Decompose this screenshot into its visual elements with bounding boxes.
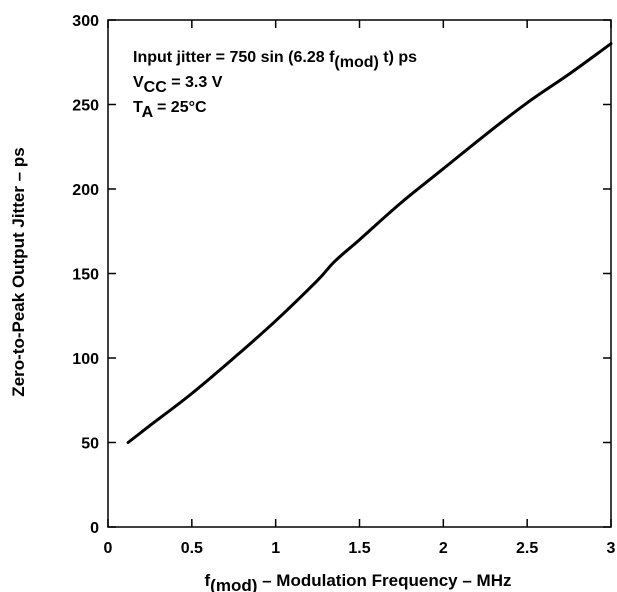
x-axis-ticks: 0 0.5 1 1.5 2 2.5 3 [104,20,616,557]
x-tick-label: 2.5 [516,540,538,557]
y-tick-label: 150 [72,267,99,284]
annotation-ta: TA = 25°C [133,99,207,121]
y-axis-ticks: 0 50 100 150 200 250 300 [72,13,611,537]
plot-frame [107,19,612,528]
y-tick-label: 50 [81,436,99,453]
x-tick-label: 2 [439,540,448,557]
annotation-box [128,42,520,124]
y-tick-label: 100 [72,351,99,368]
annotation-vcc: VCC = 3.3 V [133,74,223,96]
y-tick-label: 0 [90,520,99,537]
y-axis-title: Zero-to-Peak Output Jitter – ps [9,147,28,396]
x-tick-label: 0 [104,540,113,557]
x-axis-title: f(mod) – Modulation Frequency – MHz [205,571,512,592]
y-tick-label: 300 [72,13,99,30]
x-tick-label: 1.5 [348,540,370,557]
y-tick-label: 250 [72,98,99,115]
x-tick-label: 1 [271,540,280,557]
y-tick-label: 200 [72,182,99,199]
series-line [126,42,613,444]
x-tick-label: 3 [607,540,616,557]
annotation-input-jitter: Input jitter = 750 sin (6.28 f(mod) t) p… [133,49,417,71]
x-tick-label: 0.5 [181,540,203,557]
